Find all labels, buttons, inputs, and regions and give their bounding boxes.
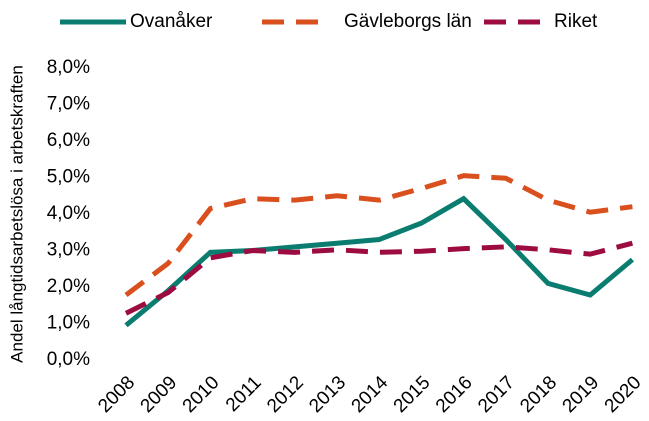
x-tick-label: 2010 — [179, 372, 224, 417]
y-tick-label: 5,0% — [47, 167, 90, 188]
x-tick-label: 2015 — [390, 372, 435, 417]
x-tick-label: 2013 — [305, 372, 350, 417]
series-line — [124, 195, 635, 328]
series-line — [124, 240, 634, 316]
legend-label: Gävleborgs län — [344, 11, 472, 32]
legend-label: Riket — [554, 11, 598, 32]
y-tick-label: 2,0% — [47, 276, 90, 297]
x-tick-label: 2019 — [559, 372, 604, 417]
y-axis-label: Andel långtidsarbetslösa i arbetskraften — [7, 65, 26, 363]
y-tick-label: 8,0% — [47, 57, 90, 78]
legend-label: Ovanåker — [130, 11, 213, 32]
x-tick-label: 2011 — [222, 372, 266, 416]
y-tick-label: 7,0% — [47, 94, 90, 115]
x-tick-label: 2016 — [432, 372, 477, 417]
y-tick-label: 4,0% — [47, 203, 90, 224]
x-tick-label: 2020 — [601, 372, 646, 417]
series-line — [124, 173, 633, 298]
x-tick-label: 2014 — [348, 372, 393, 417]
x-tick-label: 2018 — [516, 372, 561, 417]
y-tick-label: 1,0% — [47, 313, 90, 334]
x-tick-label: 2009 — [137, 372, 182, 417]
y-tick-label: 6,0% — [47, 130, 90, 151]
x-tick-label: 2008 — [94, 372, 139, 417]
x-tick-label: 2012 — [263, 372, 308, 417]
x-tick-label: 2017 — [474, 372, 519, 417]
y-tick-label: 3,0% — [47, 240, 90, 261]
y-tick-label: 0,0% — [47, 349, 90, 370]
